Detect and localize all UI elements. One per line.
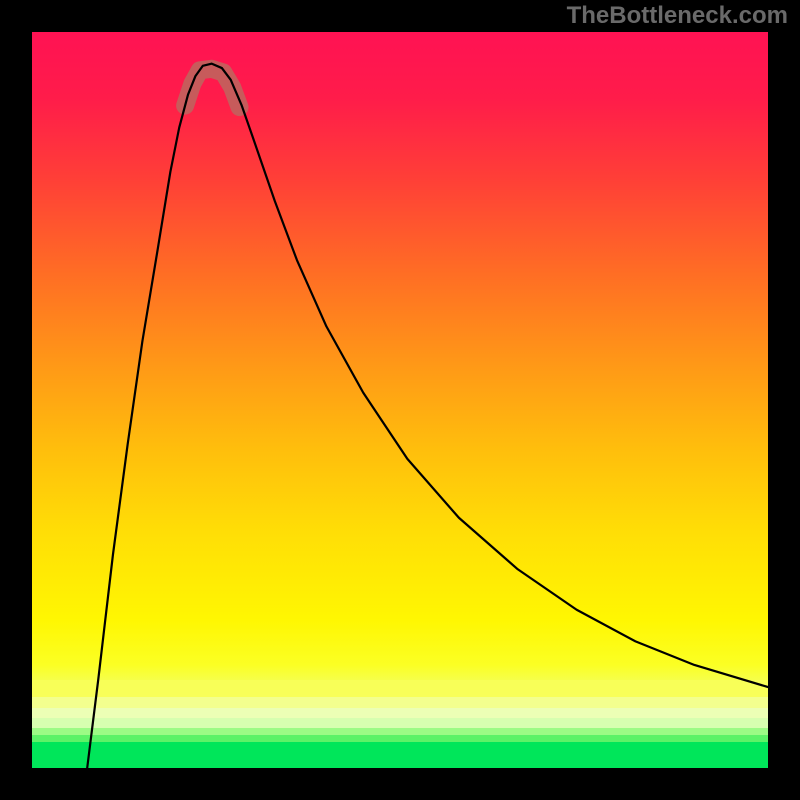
watermark-text: TheBottleneck.com [567, 2, 788, 30]
bottleneck-curve [87, 64, 768, 768]
plot-area [32, 32, 768, 768]
bottleneck-curve-svg [32, 32, 768, 768]
marker-highlight-path [185, 69, 239, 107]
figure-root: TheBottleneck.com [0, 0, 800, 800]
